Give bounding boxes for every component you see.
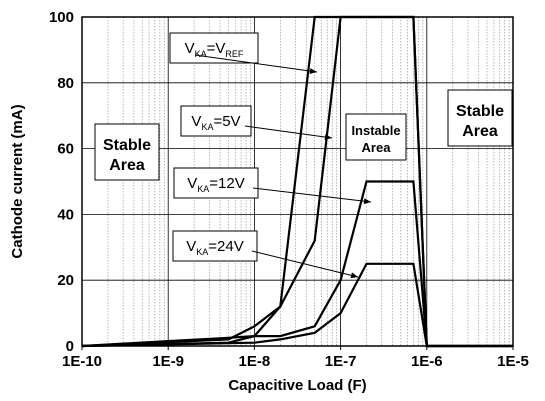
region-frame bbox=[94, 123, 160, 181]
label-leader bbox=[251, 250, 359, 278]
label-frame bbox=[180, 105, 252, 137]
y-axis-title: Cathode current (mA) bbox=[9, 104, 26, 258]
annotations: VKA=VREFVKA=5VVKA=12VVKA=24VStableAreaIn… bbox=[94, 32, 513, 279]
region-line-1: Instable bbox=[351, 123, 400, 138]
label-frame bbox=[172, 230, 258, 262]
y-tick-label: 100 bbox=[49, 9, 74, 26]
label-leader bbox=[194, 54, 318, 73]
y-tick-label: 0 bbox=[66, 338, 74, 355]
y-tick-label: 20 bbox=[57, 272, 74, 289]
minor-grid bbox=[107, 17, 510, 346]
series-label: VKA=12V bbox=[187, 175, 244, 194]
label-leader bbox=[252, 187, 372, 203]
region-frame bbox=[345, 113, 407, 161]
region-line-2: Area bbox=[462, 123, 498, 140]
region-line-1: Stable bbox=[456, 103, 504, 120]
series-line-3 bbox=[81, 180, 513, 348]
x-tick-label: 1E-10 bbox=[62, 353, 102, 370]
series-label: VKA=24V bbox=[186, 238, 243, 257]
major-grid bbox=[82, 17, 513, 346]
series-label: VKA=5V bbox=[191, 113, 240, 132]
label-frame bbox=[173, 167, 259, 199]
x-axis-title: Capacitive Load (F) bbox=[228, 377, 366, 394]
x-tick-label: 1E-8 bbox=[239, 353, 271, 370]
region-label: Stable Area bbox=[94, 123, 160, 181]
series-label-box: VKA=VREF bbox=[169, 32, 318, 75]
x-tick-label: 1E-9 bbox=[152, 353, 184, 370]
region-line-2: Area bbox=[109, 157, 145, 174]
region-line-1: Stable bbox=[103, 137, 151, 154]
series-label: VKA=VREF bbox=[185, 40, 244, 59]
series-line-4 bbox=[81, 262, 513, 348]
region-label: Instable Area bbox=[345, 113, 407, 161]
series-label-box: VKA=24V bbox=[172, 230, 359, 279]
x-tick-label: 1E-7 bbox=[325, 353, 357, 370]
y-tick-label: 40 bbox=[57, 206, 74, 223]
region-frame bbox=[447, 89, 513, 147]
region-label: Stable Area bbox=[447, 89, 513, 147]
arrow-head bbox=[324, 134, 332, 141]
series-layer bbox=[81, 15, 513, 348]
arrow-head bbox=[363, 198, 371, 205]
series-line-2 bbox=[81, 15, 513, 348]
label-frame bbox=[169, 32, 259, 64]
x-tick-label: 1E-6 bbox=[411, 353, 443, 370]
series-label-box: VKA=5V bbox=[180, 105, 333, 141]
arrow-head bbox=[309, 68, 317, 75]
y-tick-label: 80 bbox=[57, 75, 74, 92]
arrow-head bbox=[350, 272, 358, 279]
series-label-box: VKA=12V bbox=[173, 167, 372, 205]
region-line-2: Area bbox=[362, 140, 392, 155]
series-line-1 bbox=[81, 15, 513, 348]
x-tick-label: 1E-5 bbox=[497, 353, 529, 370]
y-tick-label: 60 bbox=[57, 141, 74, 158]
plot-frame bbox=[81, 16, 514, 347]
label-leader bbox=[244, 125, 333, 139]
tick-labels: 1E-10 1E-9 1E-8 1E-7 1E-6 1E-5 0 20 40 60 80 100 bbox=[49, 9, 529, 370]
